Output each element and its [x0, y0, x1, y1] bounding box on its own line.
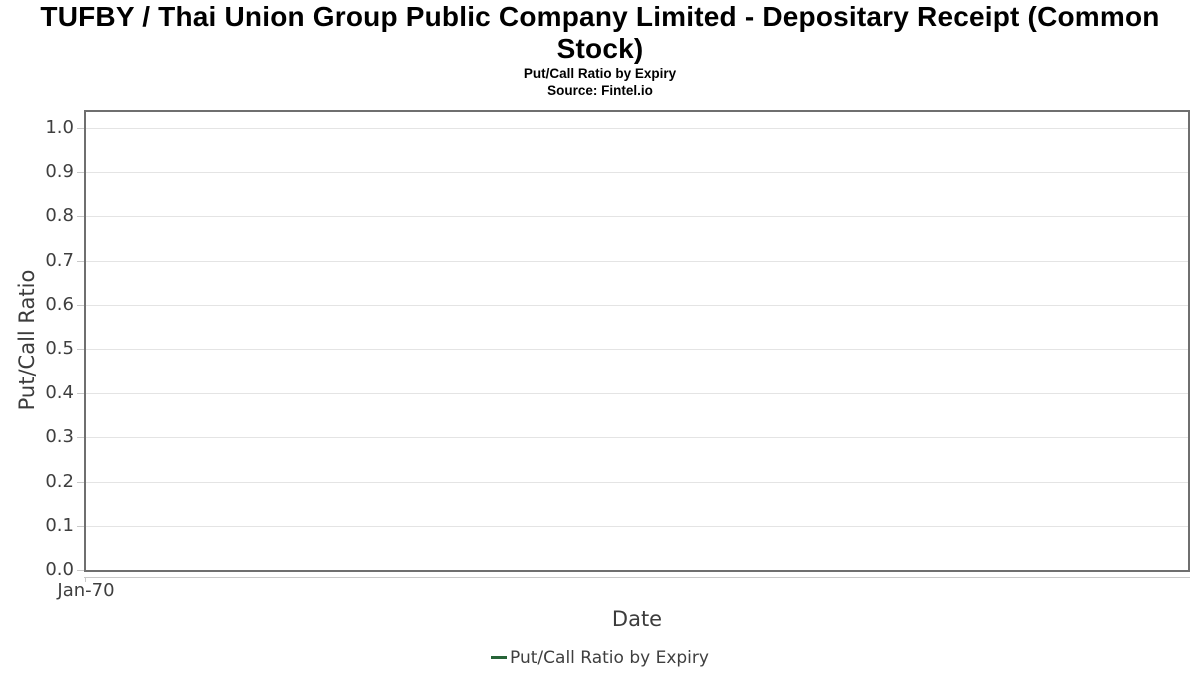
y-gridline [86, 128, 1188, 129]
y-gridline [86, 261, 1188, 262]
y-axis-tick-mark [77, 349, 84, 350]
y-tick-label: 0.3 [45, 426, 74, 447]
y-axis-tick-mark [77, 261, 84, 262]
y-gridline [86, 216, 1188, 217]
y-gridline [86, 437, 1188, 438]
y-tick-label: 0.5 [45, 338, 74, 359]
chart-title: TUFBY / Thai Union Group Public Company … [0, 1, 1200, 65]
chart-source-credit: Source: Fintel.io [547, 83, 653, 98]
y-axis-tick-mark [77, 172, 84, 173]
legend: Put/Call Ratio by Expiry [0, 647, 1200, 669]
y-axis-tick-mark [77, 570, 84, 571]
y-tick-label: 0.2 [45, 471, 74, 492]
legend-label: Put/Call Ratio by Expiry [510, 648, 709, 668]
chart-title-line2: Stock) [556, 33, 644, 64]
y-axis-tick-mark [77, 437, 84, 438]
chart-title-line1: TUFBY / Thai Union Group Public Company … [40, 1, 1160, 32]
chart-subtitle: Put/Call Ratio by Expiry [523, 66, 677, 81]
y-gridline [86, 349, 1188, 350]
y-axis-tick-mark [77, 216, 84, 217]
y-tick-label: 0.6 [45, 294, 74, 315]
y-axis-tick-mark [77, 482, 84, 483]
y-tick-label: 0.7 [45, 250, 74, 271]
y-gridline [86, 393, 1188, 394]
y-gridline [86, 305, 1188, 306]
y-gridline [86, 526, 1188, 527]
x-axis-line [84, 577, 1190, 578]
y-tick-label: 0.8 [45, 205, 74, 226]
x-axis-title: Date [611, 607, 663, 631]
legend-line-marker [491, 656, 508, 659]
y-axis-tick-mark [77, 305, 84, 306]
y-tick-label: 1.0 [45, 117, 74, 138]
y-gridline [86, 482, 1188, 483]
y-axis-tick-mark [77, 393, 84, 394]
y-tick-label: 0.9 [45, 161, 74, 182]
y-tick-label: 0.4 [45, 382, 74, 403]
legend-item-put-call-ratio[interactable]: Put/Call Ratio by Expiry [491, 647, 709, 669]
y-tick-label: 0.0 [45, 559, 74, 580]
y-axis-tick-mark [77, 128, 84, 129]
x-axis-tick-mark [85, 577, 86, 582]
plot-area [84, 110, 1190, 572]
y-gridline [86, 172, 1188, 173]
x-tick-label: Jan-70 [57, 580, 115, 601]
y-tick-label: 0.1 [45, 515, 74, 536]
y-axis-tick-mark [77, 526, 84, 527]
